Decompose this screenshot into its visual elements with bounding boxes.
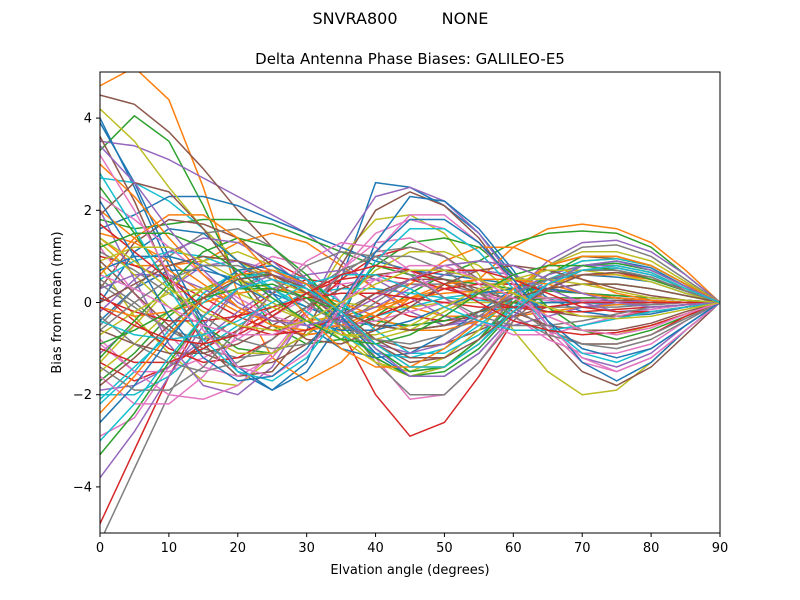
x-tick-label: 50 <box>436 541 453 556</box>
x-axis: 0 10 20 30 40 50 60 70 80 90 <box>96 533 728 556</box>
y-tick-label: −2 <box>73 388 92 403</box>
suptitle-right: NONE <box>442 9 489 28</box>
series-line-s56 <box>100 181 720 345</box>
series-line-s16 <box>100 218 720 350</box>
x-tick-label: 10 <box>161 541 178 556</box>
series-line-s80 <box>100 264 720 442</box>
y-tick-label: 2 <box>84 204 92 219</box>
chart-title: Delta Antenna Phase Biases: GALILEO-E5 <box>255 50 565 68</box>
series-line-s66 <box>100 255 720 331</box>
series-line-s71 <box>100 200 720 382</box>
series-line-s69 <box>100 246 720 336</box>
series-line-s75 <box>100 144 720 327</box>
y-tick-label: 0 <box>84 296 92 311</box>
x-tick-label: 60 <box>505 541 522 556</box>
series-line-s68 <box>100 251 720 391</box>
series-line-s77 <box>100 264 720 336</box>
series-line-s79 <box>100 237 720 331</box>
x-axis-label: Elvation angle (degrees) <box>330 563 489 578</box>
series-line-s32 <box>100 232 720 336</box>
suptitle-left: SNVRA800 <box>312 9 397 28</box>
y-tick-label: −4 <box>73 480 92 495</box>
x-tick-label: 90 <box>712 541 729 556</box>
x-tick-label: 40 <box>367 541 384 556</box>
series-line-s67 <box>100 153 720 378</box>
x-tick-label: 0 <box>96 541 104 556</box>
series-layer <box>100 72 720 533</box>
x-tick-label: 30 <box>298 541 315 556</box>
series-line-s25 <box>100 186 720 396</box>
series-line-s60 <box>100 172 720 382</box>
y-tick-label: 4 <box>84 112 92 127</box>
y-axis: −4 −2 0 2 4 <box>73 112 100 495</box>
x-tick-label: 80 <box>643 541 660 556</box>
series-line-s78 <box>100 264 720 345</box>
x-tick-label: 70 <box>574 541 591 556</box>
series-line-s76 <box>100 271 720 387</box>
x-tick-label: 20 <box>230 541 247 556</box>
series-line-s37 <box>100 237 720 401</box>
series-line-s48 <box>100 246 720 373</box>
y-axis-label: Bias from mean (mm) <box>50 231 65 373</box>
